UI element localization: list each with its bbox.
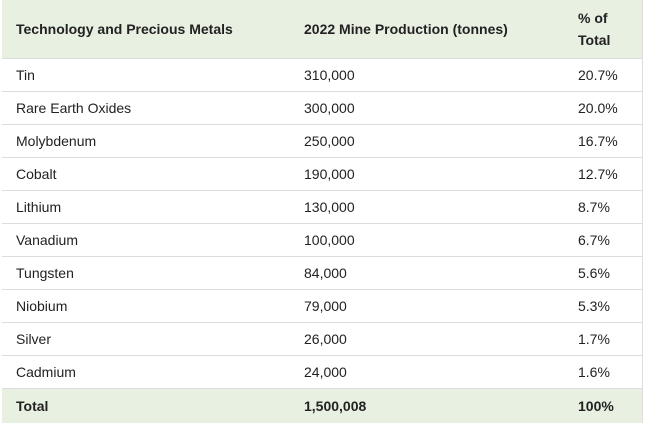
table-cell: 100,000 xyxy=(290,223,564,257)
table-cell: 5.6% xyxy=(564,256,642,290)
table-cell: Cobalt xyxy=(2,157,290,191)
table-cell: 130,000 xyxy=(290,190,564,224)
table-cell: 16.7% xyxy=(564,124,642,158)
table-cell: 8.7% xyxy=(564,190,642,224)
table-row: Molybdenum 250,000 16.7% xyxy=(2,124,642,158)
table-cell: 1.6% xyxy=(564,355,642,389)
table-header: Technology and Precious Metals 2022 Mine… xyxy=(2,0,642,59)
header-cell: % of Total xyxy=(564,0,642,59)
table-footer: Total 1,500,008 100% xyxy=(2,388,642,423)
table-cell: 250,000 xyxy=(290,124,564,158)
table-row: Cadmium 24,000 1.6% xyxy=(2,355,642,389)
table-cell: Cadmium xyxy=(2,355,290,389)
table-cell: 300,000 xyxy=(290,91,564,125)
table-cell: 5.3% xyxy=(564,289,642,323)
total-cell: Total xyxy=(2,388,290,423)
table-body: Tin 310,000 20.7% Rare Earth Oxides 300,000 2… xyxy=(2,58,642,389)
total-cell: 100% xyxy=(564,388,642,423)
table-cell: Tin xyxy=(2,58,290,92)
table-row: Tungsten 84,000 5.6% xyxy=(2,256,642,290)
table-cell: Silver xyxy=(2,322,290,356)
table-cell: Molybdenum xyxy=(2,124,290,158)
table-cell: Tungsten xyxy=(2,256,290,290)
total-cell: 1,500,008 xyxy=(290,388,564,423)
table-cell: 84,000 xyxy=(290,256,564,290)
table-row: Rare Earth Oxides 300,000 20.0% xyxy=(2,91,642,125)
table-cell: 6.7% xyxy=(564,223,642,257)
table-cell: 1.7% xyxy=(564,322,642,356)
table-cell: 79,000 xyxy=(290,289,564,323)
table-cell: 12.7% xyxy=(564,157,642,191)
table-row: Vanadium 100,000 6.7% xyxy=(2,223,642,257)
table-row: Tin 310,000 20.7% xyxy=(2,58,642,92)
table-cell: 310,000 xyxy=(290,58,564,92)
table-cell: Vanadium xyxy=(2,223,290,257)
header-cell: 2022 Mine Production (tonnes) xyxy=(290,0,564,59)
table-cell: 24,000 xyxy=(290,355,564,389)
table-row: Cobalt 190,000 12.7% xyxy=(2,157,642,191)
header-cell: Technology and Precious Metals xyxy=(2,0,290,59)
header-row: Technology and Precious Metals 2022 Mine… xyxy=(2,0,642,59)
table-cell: 20.7% xyxy=(564,58,642,92)
table-cell: Rare Earth Oxides xyxy=(2,91,290,125)
total-row: Total 1,500,008 100% xyxy=(2,388,642,423)
table-cell: 20.0% xyxy=(564,91,642,125)
table-row: Lithium 130,000 8.7% xyxy=(2,190,642,224)
table-cell: Niobium xyxy=(2,289,290,323)
table-row: Niobium 79,000 5.3% xyxy=(2,289,642,323)
table-cell: Lithium xyxy=(2,190,290,224)
table-cell: 26,000 xyxy=(290,322,564,356)
table-row: Silver 26,000 1.7% xyxy=(2,322,642,356)
data-table: Technology and Precious Metals 2022 Mine… xyxy=(2,0,643,423)
table-cell: 190,000 xyxy=(290,157,564,191)
